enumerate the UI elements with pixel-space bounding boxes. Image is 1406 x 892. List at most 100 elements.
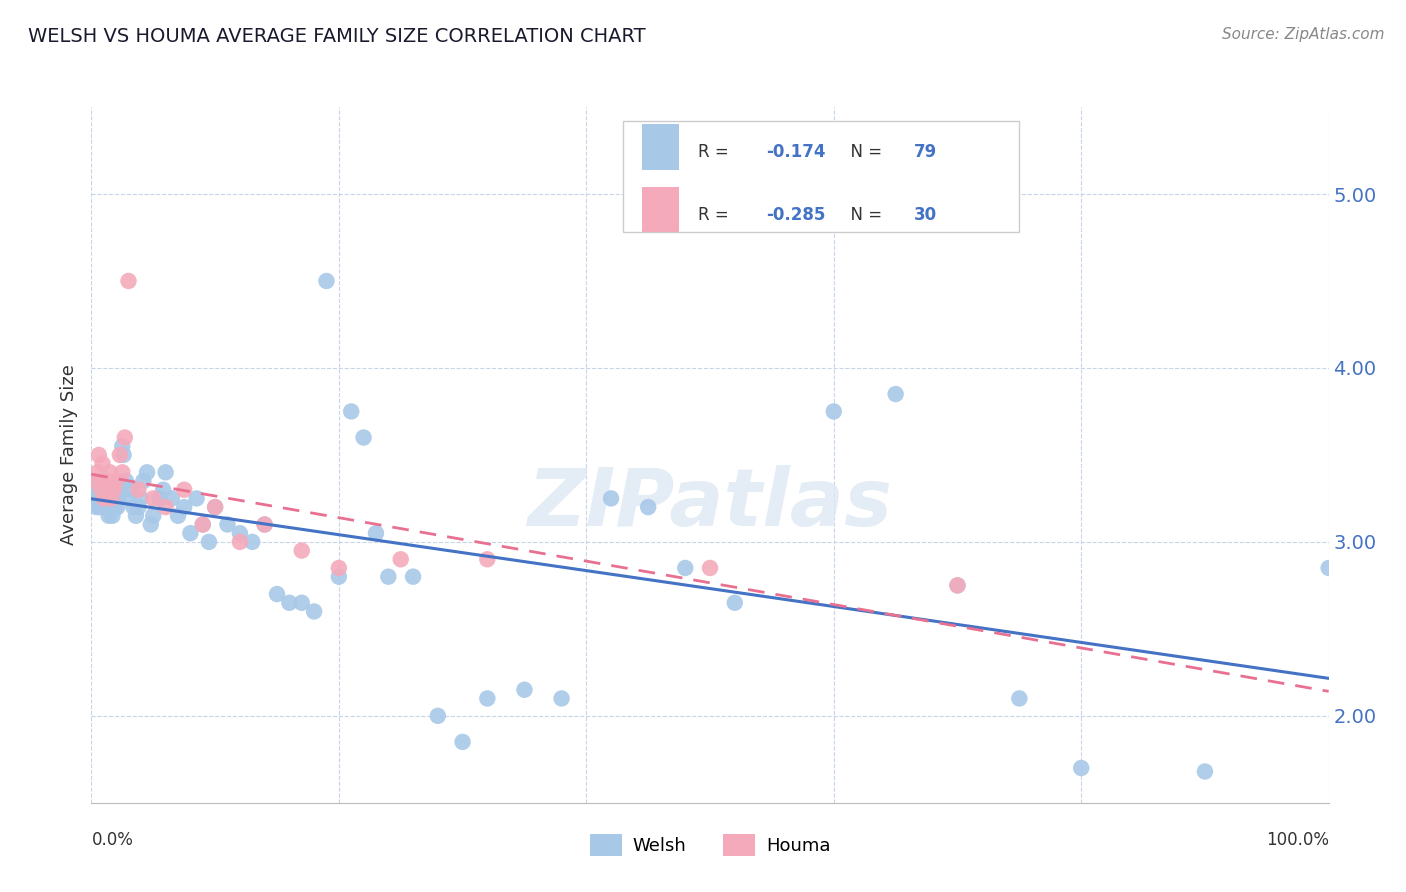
Point bbox=[122, 500, 145, 514]
Point bbox=[229, 526, 252, 541]
Point bbox=[204, 500, 226, 514]
Point bbox=[173, 483, 195, 497]
Point bbox=[240, 535, 263, 549]
Point bbox=[160, 491, 183, 506]
Text: Source: ZipAtlas.com: Source: ZipAtlas.com bbox=[1222, 27, 1385, 42]
Legend: Welsh, Houma: Welsh, Houma bbox=[582, 827, 838, 863]
Point bbox=[89, 483, 111, 497]
Point bbox=[96, 500, 118, 514]
Text: R =: R = bbox=[697, 144, 734, 161]
Point bbox=[127, 483, 149, 497]
Point bbox=[100, 483, 122, 497]
Point bbox=[90, 483, 112, 497]
Point bbox=[328, 561, 350, 575]
Point bbox=[100, 491, 122, 506]
Point bbox=[108, 448, 131, 462]
Point bbox=[115, 474, 138, 488]
Point bbox=[253, 517, 276, 532]
Point bbox=[127, 500, 149, 514]
Point bbox=[105, 474, 128, 488]
Point bbox=[155, 466, 177, 480]
Point bbox=[155, 500, 177, 514]
Text: 100.0%: 100.0% bbox=[1265, 830, 1329, 848]
Point bbox=[132, 474, 155, 488]
Bar bbox=[643, 125, 679, 169]
Point bbox=[724, 596, 747, 610]
Point bbox=[1194, 764, 1216, 779]
Point bbox=[353, 431, 375, 445]
Point bbox=[1070, 761, 1092, 775]
Point bbox=[186, 491, 208, 506]
Point bbox=[117, 491, 139, 506]
Point bbox=[377, 570, 399, 584]
Point bbox=[167, 508, 190, 523]
Point bbox=[451, 735, 474, 749]
Point bbox=[96, 483, 118, 497]
Point bbox=[637, 500, 659, 514]
Point bbox=[191, 517, 214, 532]
Text: ZIPatlas: ZIPatlas bbox=[527, 465, 893, 542]
Point bbox=[93, 483, 115, 497]
Point bbox=[104, 500, 127, 514]
Point bbox=[266, 587, 288, 601]
Point bbox=[179, 526, 201, 541]
Point bbox=[673, 561, 696, 575]
Point bbox=[94, 491, 117, 506]
Point bbox=[111, 439, 134, 453]
Point bbox=[136, 466, 159, 480]
Point bbox=[117, 274, 139, 288]
Point bbox=[699, 561, 721, 575]
Text: 0.0%: 0.0% bbox=[91, 830, 134, 848]
Point bbox=[86, 500, 108, 514]
Point bbox=[129, 491, 152, 506]
Point bbox=[477, 552, 499, 566]
Text: N =: N = bbox=[839, 206, 887, 224]
Point bbox=[278, 596, 301, 610]
Point bbox=[173, 500, 195, 514]
Bar bbox=[643, 187, 679, 232]
Point bbox=[550, 691, 572, 706]
Point bbox=[946, 578, 969, 592]
Point bbox=[86, 466, 108, 480]
Point bbox=[84, 474, 107, 488]
Point bbox=[112, 448, 135, 462]
Point bbox=[142, 508, 165, 523]
Point bbox=[139, 517, 162, 532]
Point bbox=[426, 708, 449, 723]
Point bbox=[86, 491, 108, 506]
Text: -0.174: -0.174 bbox=[766, 144, 825, 161]
Point bbox=[198, 535, 221, 549]
Point bbox=[340, 404, 363, 418]
Point bbox=[97, 508, 120, 523]
Point bbox=[1008, 691, 1031, 706]
Point bbox=[1317, 561, 1340, 575]
Text: WELSH VS HOUMA AVERAGE FAMILY SIZE CORRELATION CHART: WELSH VS HOUMA AVERAGE FAMILY SIZE CORRE… bbox=[28, 27, 645, 45]
Point bbox=[103, 483, 125, 497]
Point bbox=[84, 483, 107, 497]
Text: 30: 30 bbox=[914, 206, 938, 224]
Point bbox=[101, 508, 124, 523]
Point bbox=[364, 526, 387, 541]
Point bbox=[111, 466, 134, 480]
Point bbox=[229, 535, 252, 549]
Point bbox=[217, 517, 239, 532]
Point bbox=[91, 474, 114, 488]
Point bbox=[98, 500, 121, 514]
Y-axis label: Average Family Size: Average Family Size bbox=[60, 365, 79, 545]
Point bbox=[97, 491, 120, 506]
Point bbox=[152, 483, 174, 497]
Point bbox=[291, 596, 314, 610]
Point bbox=[87, 448, 110, 462]
Text: -0.285: -0.285 bbox=[766, 206, 825, 224]
Point bbox=[120, 483, 142, 497]
Point bbox=[291, 543, 314, 558]
Point bbox=[105, 474, 128, 488]
FancyBboxPatch shape bbox=[623, 121, 1019, 232]
Point bbox=[93, 500, 115, 514]
Point bbox=[93, 491, 115, 506]
Point bbox=[328, 570, 350, 584]
Point bbox=[477, 691, 499, 706]
Point bbox=[389, 552, 412, 566]
Point bbox=[600, 491, 623, 506]
Point bbox=[108, 483, 131, 497]
